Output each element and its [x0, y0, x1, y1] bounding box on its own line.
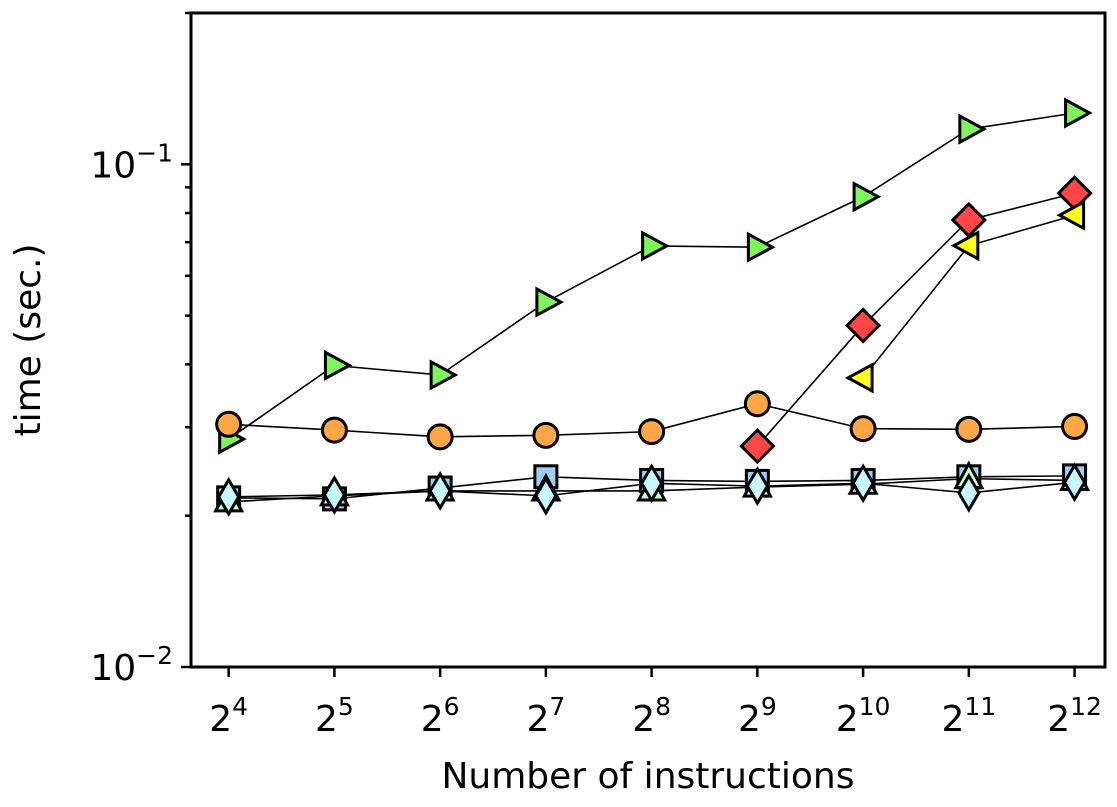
thin-diamond-marker	[957, 472, 981, 513]
circle-marker	[849, 415, 877, 443]
thin-diamond-marker	[851, 463, 875, 504]
y-tick-label: 10−1	[90, 138, 173, 186]
thin-diamond-marker	[639, 463, 664, 504]
series-3	[844, 199, 1086, 394]
triangle-right-marker	[429, 359, 459, 391]
circle-marker	[1061, 412, 1089, 440]
triangle-left-marker	[844, 362, 874, 394]
triangle-right-marker	[746, 231, 776, 263]
thin-diamond-marker	[534, 475, 558, 516]
x-tick-exponent: 12	[1070, 692, 1102, 721]
series-line	[756, 192, 1075, 447]
series-6	[216, 462, 1087, 517]
triangle-left-marker	[950, 230, 980, 262]
circle-marker	[955, 415, 983, 443]
x-tick-exponent: 6	[444, 692, 460, 721]
x-tick-label: 26	[421, 692, 460, 740]
plot-area	[213, 97, 1093, 517]
diamond-marker	[844, 307, 882, 344]
x-tick-label: 29	[738, 692, 777, 740]
y-axis-label: time (sec.)	[8, 243, 49, 436]
triangle-right-marker	[852, 181, 882, 213]
y-tick-exponent: −1	[136, 138, 173, 167]
x-tick-base: 2	[315, 699, 338, 740]
diamond-marker	[1056, 175, 1093, 212]
series-2	[739, 175, 1093, 465]
x-tick-base: 2	[421, 699, 444, 740]
x-tick-base: 2	[526, 699, 549, 740]
x-tick-label: 212	[1047, 692, 1102, 740]
series-1	[215, 390, 1089, 451]
circle-marker	[215, 410, 243, 438]
series-0	[218, 97, 1093, 455]
thin-diamond-marker	[322, 474, 347, 515]
x-tick-base: 2	[632, 699, 655, 740]
axes-frame	[189, 11, 1107, 669]
x-axis: 24 25 26 27 28 29 210 211 212	[209, 667, 1102, 740]
triangle-right-marker	[323, 349, 353, 382]
y-tick-base: 10	[90, 648, 136, 689]
circle-marker	[743, 390, 771, 418]
triangle-left-marker	[1056, 199, 1086, 231]
y-axis: 10−210−1	[90, 11, 191, 689]
circle-marker	[638, 418, 666, 446]
triangle-right-marker	[535, 286, 565, 318]
x-tick-exponent: 7	[549, 692, 565, 721]
series-line	[228, 112, 1075, 440]
y-tick-label: 10−2	[90, 641, 173, 689]
circle-marker	[426, 423, 454, 451]
x-tick-label: 24	[209, 692, 248, 740]
x-tick-label: 28	[632, 692, 671, 740]
x-tick-exponent: 9	[761, 692, 777, 721]
x-tick-exponent: 8	[655, 692, 671, 721]
triangle-right-marker	[1064, 97, 1093, 129]
x-tick-base: 2	[209, 699, 232, 740]
triangle-right-marker	[958, 113, 987, 145]
x-tick-label: 27	[526, 692, 565, 740]
x-axis-label: Number of instructions	[441, 756, 854, 797]
triangle-right-marker	[641, 230, 670, 262]
x-tick-exponent: 5	[338, 692, 354, 721]
x-tick-base: 2	[1047, 699, 1070, 740]
thin-diamond-marker	[428, 470, 452, 511]
x-tick-label: 210	[836, 692, 891, 740]
x-tick-base: 2	[836, 699, 859, 740]
x-tick-label: 25	[315, 692, 354, 740]
x-tick-label: 211	[941, 692, 996, 740]
thin-diamond-marker	[745, 466, 770, 507]
diamond-marker	[739, 428, 776, 465]
x-tick-base: 2	[738, 699, 761, 740]
circle-marker	[532, 421, 560, 449]
x-tick-exponent: 10	[859, 692, 891, 721]
x-tick-base: 2	[941, 699, 964, 740]
x-tick-exponent: 11	[964, 692, 996, 721]
circle-marker	[320, 416, 348, 444]
y-tick-exponent: −2	[136, 641, 173, 670]
thin-diamond-marker	[216, 476, 241, 517]
x-tick-exponent: 4	[232, 692, 248, 721]
thin-diamond-marker	[1062, 462, 1087, 503]
y-tick-base: 10	[90, 145, 136, 186]
